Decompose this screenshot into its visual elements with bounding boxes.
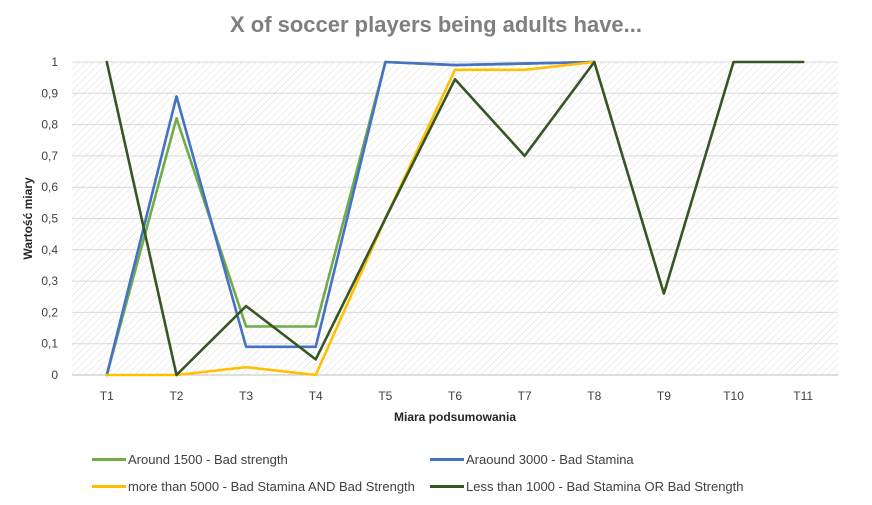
- y-tick-label: 0,5: [41, 212, 58, 226]
- legend-label: Less than 1000 - Bad Stamina OR Bad Stre…: [466, 479, 744, 494]
- y-tick-label: 0: [51, 368, 58, 382]
- legend-item-around-1500: Around 1500 - Bad strength: [92, 452, 288, 467]
- y-tick-label: 0,2: [41, 305, 58, 319]
- series-line-3: [105, 60, 805, 377]
- y-tick-label: 0,9: [41, 86, 58, 100]
- legend-swatch-darkgreen: [430, 485, 464, 488]
- y-tick-label: 0,1: [41, 337, 58, 351]
- x-tick-label: T1: [100, 389, 114, 403]
- x-tick-label: T8: [587, 389, 601, 403]
- y-tick-label: 1: [51, 55, 58, 69]
- chart-title: X of soccer players being adults have...: [229, 12, 643, 37]
- x-tick-label: T4: [309, 389, 323, 403]
- x-tick-label: T7: [518, 389, 532, 403]
- series-line-2: [105, 60, 596, 377]
- series-line-1: [105, 60, 596, 377]
- y-tick-label: 0,7: [41, 149, 58, 163]
- legend-swatch-yellow: [92, 485, 126, 488]
- legend-item-less-than-1000: Less than 1000 - Bad Stamina OR Bad Stre…: [430, 479, 744, 494]
- x-tick-label: T5: [378, 389, 392, 403]
- y-tick-label: 0,3: [41, 274, 58, 288]
- y-tick-label: 0,4: [41, 243, 58, 257]
- legend-swatch-green: [92, 458, 126, 461]
- y-tick-label: 0,8: [41, 118, 58, 132]
- legend-swatch-blue: [430, 458, 464, 461]
- x-tick-label: T3: [239, 389, 253, 403]
- legend-item-more-than-5000: more than 5000 - Bad Stamina AND Bad Str…: [92, 479, 415, 494]
- x-tick-label: T11: [793, 389, 813, 403]
- x-tick-label: T10: [723, 389, 744, 403]
- legend-item-around-3000: Araound 3000 - Bad Stamina: [430, 452, 634, 467]
- legend-label: Around 1500 - Bad strength: [128, 452, 288, 467]
- x-tick-label: T6: [448, 389, 462, 403]
- x-tick-label: T2: [169, 389, 183, 403]
- x-tick-label: T9: [657, 389, 671, 403]
- y-axis-label: Wartość miary: [21, 177, 35, 260]
- legend-label: more than 5000 - Bad Stamina AND Bad Str…: [128, 479, 415, 494]
- legend-label: Araound 3000 - Bad Stamina: [466, 452, 634, 467]
- x-axis-label: Miara podsumowania: [394, 410, 516, 424]
- y-tick-label: 0,6: [41, 180, 58, 194]
